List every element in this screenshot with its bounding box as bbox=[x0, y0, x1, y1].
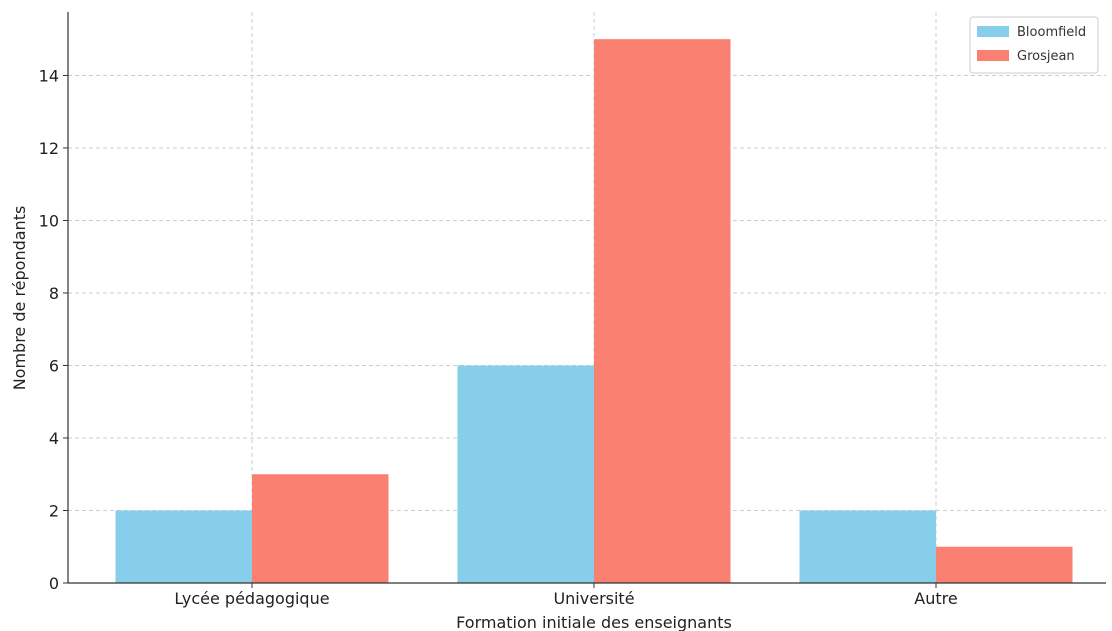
legend-swatch-grosjean bbox=[977, 50, 1009, 61]
legend-swatch-bloomfield bbox=[977, 26, 1009, 37]
bar-grosjean-2 bbox=[936, 546, 1073, 583]
axes bbox=[67, 12, 1106, 584]
legend-label-bloomfield: Bloomfield bbox=[1017, 25, 1086, 40]
y-tick-label: 12 bbox=[39, 139, 59, 158]
y-tick-label: 0 bbox=[49, 574, 59, 593]
y-tick-label: 4 bbox=[49, 429, 59, 448]
legend: Bloomfield Grosjean bbox=[969, 16, 1099, 74]
y-tick-label: 2 bbox=[49, 501, 59, 520]
y-tick-label: 14 bbox=[39, 66, 59, 85]
x-tick-label: Lycée pédagogique bbox=[174, 589, 329, 608]
y-axis-label: Nombre de répondants bbox=[10, 206, 29, 391]
legend-label-grosjean: Grosjean bbox=[1017, 49, 1075, 64]
y-tick-label: 6 bbox=[49, 356, 59, 375]
bar-bloomfield-0 bbox=[115, 510, 252, 583]
y-ticks: 0 2 4 6 8 10 12 14 bbox=[39, 66, 68, 593]
bars bbox=[115, 39, 1073, 583]
y-tick-label: 10 bbox=[39, 211, 59, 230]
y-tick-label: 8 bbox=[49, 284, 59, 303]
x-tick-label: Université bbox=[553, 589, 634, 608]
x-axis-label: Formation initiale des enseignants bbox=[456, 613, 732, 631]
x-tick-label: Autre bbox=[914, 589, 957, 608]
bar-bloomfield-1 bbox=[457, 365, 594, 583]
bar-grosjean-1 bbox=[594, 39, 731, 583]
bar-bloomfield-2 bbox=[799, 510, 936, 583]
bar-grosjean-0 bbox=[252, 474, 389, 583]
x-ticks: Lycée pédagogique Université Autre bbox=[174, 583, 958, 608]
